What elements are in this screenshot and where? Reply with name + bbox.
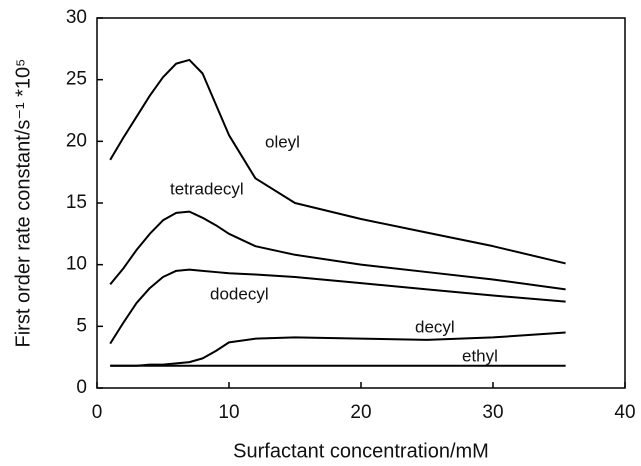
y-axis-label: First order rate constant/s⁻¹ *10⁵	[12, 59, 34, 348]
y-tick-label: 25	[66, 69, 87, 90]
x-tick-label: 10	[218, 402, 239, 423]
x-axis-label: Surfactant concentration/mM	[233, 440, 489, 462]
y-tick-label: 0	[76, 377, 87, 398]
x-tick-label: 30	[482, 402, 503, 423]
series-line	[109, 210, 566, 291]
series-label: dodecyl	[210, 284, 269, 303]
y-tick-label: 30	[66, 7, 87, 28]
series-line	[109, 268, 566, 345]
y-tick-label: 15	[66, 192, 87, 213]
series-label: ethyl	[462, 346, 498, 365]
y-tick-label: 20	[66, 130, 87, 151]
plot-frame	[96, 17, 626, 389]
y-tick-label: 5	[76, 315, 87, 336]
series-label: decyl	[415, 317, 455, 336]
series-label: oleyl	[265, 132, 300, 151]
x-tick-label: 40	[614, 402, 635, 423]
series-label: tetradecyl	[170, 179, 244, 198]
series-line	[109, 58, 566, 265]
x-tick-label: 0	[92, 402, 103, 423]
y-tick-label: 10	[66, 254, 87, 275]
x-tick-label: 20	[350, 402, 371, 423]
